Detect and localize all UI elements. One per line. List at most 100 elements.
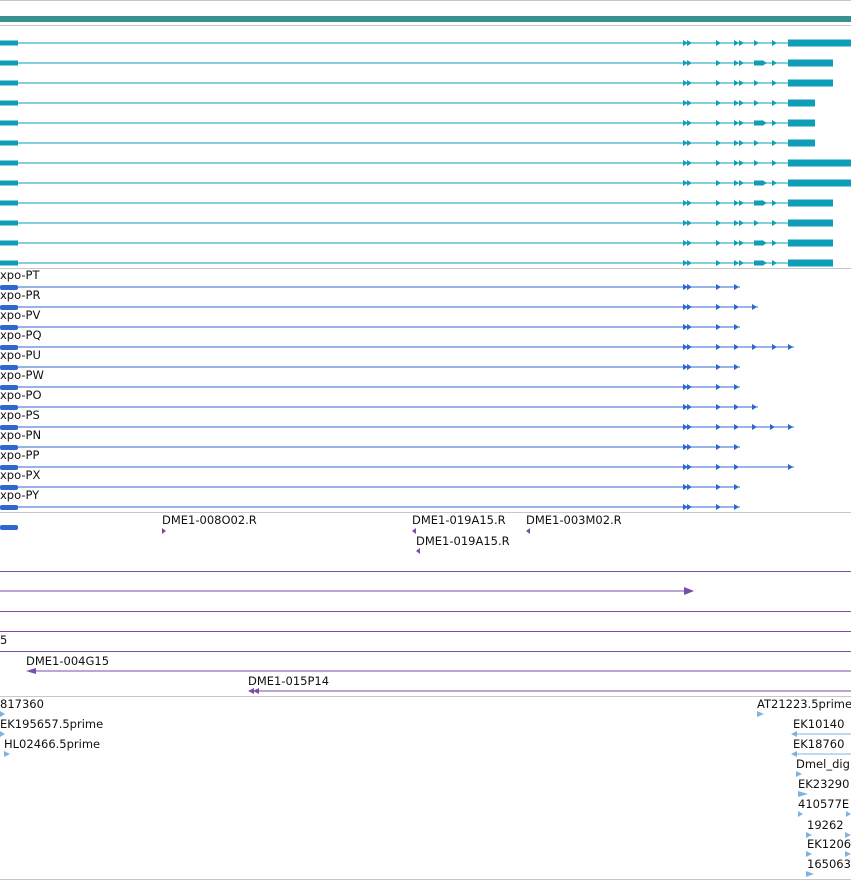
right-arrow-icon bbox=[683, 200, 688, 206]
cds-row[interactable]: xpo-PT bbox=[0, 268, 740, 310]
right-arrow-icon bbox=[752, 304, 757, 310]
right-arrow-icon bbox=[772, 180, 777, 186]
clone-feature[interactable]: DME1-015P14 bbox=[248, 674, 851, 694]
transcript-row[interactable] bbox=[0, 59, 833, 67]
est-feature[interactable]: EK23290 bbox=[798, 777, 849, 797]
est-feature[interactable]: EK1206 bbox=[806, 837, 851, 857]
right-arrow-icon bbox=[734, 384, 739, 390]
clone-end-feature[interactable]: DME1-019A15.R bbox=[416, 534, 510, 554]
cds-row[interactable]: xpo-PY bbox=[0, 488, 740, 530]
transcript-row[interactable] bbox=[0, 259, 833, 267]
right-arrow-icon bbox=[687, 424, 692, 430]
exon-block bbox=[0, 80, 18, 86]
cds-label: xpo-PW bbox=[0, 368, 44, 382]
right-arrow-icon bbox=[687, 504, 692, 510]
est-label: AT21223.5prime bbox=[757, 697, 851, 711]
exon-block bbox=[754, 180, 762, 186]
est-feature[interactable]: AT21223.5prime bbox=[757, 697, 851, 717]
right-arrow-icon bbox=[734, 324, 739, 330]
est-feature[interactable]: HL02466.5prime bbox=[4, 737, 100, 757]
right-arrow-icon bbox=[772, 160, 777, 166]
cds-label: xpo-PN bbox=[0, 428, 41, 442]
left-arrow-icon bbox=[26, 668, 36, 674]
exon-block bbox=[788, 259, 833, 267]
transcript-row[interactable] bbox=[0, 159, 851, 167]
right-arrow-icon bbox=[739, 60, 744, 66]
transcript-row[interactable] bbox=[0, 99, 815, 107]
right-arrow-icon bbox=[687, 284, 692, 290]
right-arrow-icon bbox=[845, 851, 851, 857]
right-arrow-icon bbox=[716, 444, 721, 450]
right-arrow-icon bbox=[683, 120, 688, 126]
transcript-row[interactable] bbox=[0, 39, 851, 47]
cds-row[interactable]: xpo-PV bbox=[0, 308, 740, 350]
left-arrow-icon bbox=[791, 751, 797, 757]
right-arrow-icon bbox=[687, 384, 692, 390]
cds-row[interactable]: xpo-PP bbox=[0, 448, 794, 490]
right-arrow-icon bbox=[683, 344, 688, 350]
right-arrow-icon bbox=[739, 160, 744, 166]
right-arrow-icon bbox=[772, 220, 777, 226]
cds-label: xpo-PP bbox=[0, 448, 39, 462]
exon-block bbox=[0, 180, 18, 186]
cds-row[interactable]: xpo-PR bbox=[0, 288, 758, 330]
right-arrow-icon bbox=[772, 80, 777, 86]
transcript-row[interactable] bbox=[0, 219, 833, 227]
right-arrow-icon bbox=[683, 100, 688, 106]
est-feature[interactable]: 410577E bbox=[798, 797, 851, 817]
right-arrow-icon bbox=[687, 444, 692, 450]
right-arrow-icon bbox=[739, 40, 744, 46]
right-arrow-icon bbox=[806, 832, 812, 838]
transcript-row[interactable] bbox=[0, 179, 851, 187]
right-arrow-icon bbox=[772, 260, 777, 266]
right-arrow-icon bbox=[762, 240, 767, 246]
right-arrow-icon bbox=[734, 120, 739, 126]
right-arrow-icon bbox=[683, 80, 688, 86]
right-arrow-icon bbox=[687, 364, 692, 370]
right-arrow-icon bbox=[754, 140, 759, 146]
right-arrow-icon bbox=[734, 484, 739, 490]
right-arrow-icon bbox=[683, 260, 688, 266]
right-arrow-icon bbox=[683, 284, 688, 290]
cds-row[interactable]: xpo-PS bbox=[0, 408, 794, 450]
est-feature[interactable]: 19262 bbox=[806, 818, 851, 838]
right-arrow-icon bbox=[687, 304, 692, 310]
clone-feature[interactable]: DME1-004G15 bbox=[26, 654, 851, 674]
cds-row[interactable]: xpo-PN bbox=[0, 428, 740, 470]
cds-row[interactable]: xpo-PW bbox=[0, 368, 740, 410]
est-label: 410577E bbox=[798, 797, 849, 811]
clone-end-label: DME1-019A15.R bbox=[412, 513, 506, 527]
exon-block bbox=[788, 159, 851, 167]
cds-row[interactable]: xpo-PQ bbox=[0, 328, 794, 370]
left-arrow-icon bbox=[162, 528, 166, 534]
transcript-row[interactable] bbox=[0, 199, 833, 207]
est-feature[interactable]: EK18760 bbox=[791, 737, 851, 757]
transcript-row[interactable] bbox=[0, 119, 815, 127]
cds-row[interactable]: xpo-PX bbox=[0, 468, 740, 510]
right-arrow-icon bbox=[772, 240, 777, 246]
clone-end-feature[interactable]: DME1-008O02.R bbox=[162, 513, 257, 534]
est-feature[interactable]: EK10140 bbox=[791, 717, 851, 737]
clone-end-feature[interactable]: DME1-019A15.R bbox=[412, 513, 506, 534]
right-arrow-icon bbox=[762, 260, 767, 266]
est-feature[interactable]: 165063 bbox=[806, 857, 851, 877]
transcript-row[interactable] bbox=[0, 239, 833, 247]
transcript-row[interactable] bbox=[0, 139, 815, 147]
est-label: 165063 bbox=[807, 857, 851, 871]
right-arrow-icon bbox=[806, 871, 814, 877]
gene-span-bar[interactable] bbox=[0, 16, 851, 22]
cds-label: xpo-PY bbox=[0, 488, 40, 502]
cds-row[interactable]: xpo-PU bbox=[0, 348, 740, 390]
est-feature[interactable]: EK195657.5prime bbox=[0, 717, 103, 737]
exon-block bbox=[0, 200, 18, 206]
cds-row[interactable]: xpo-PO bbox=[0, 388, 758, 430]
right-arrow-icon bbox=[734, 180, 739, 186]
exon-block bbox=[0, 240, 18, 246]
right-arrow-icon bbox=[762, 180, 767, 186]
right-arrow-icon bbox=[683, 240, 688, 246]
clone-end-feature[interactable]: DME1-003M02.R bbox=[526, 513, 622, 534]
right-arrow-icon bbox=[772, 140, 777, 146]
est-feature[interactable]: Dmel_dig bbox=[796, 757, 850, 777]
transcript-row[interactable] bbox=[0, 79, 833, 87]
est-feature[interactable]: 817360 bbox=[0, 697, 44, 717]
